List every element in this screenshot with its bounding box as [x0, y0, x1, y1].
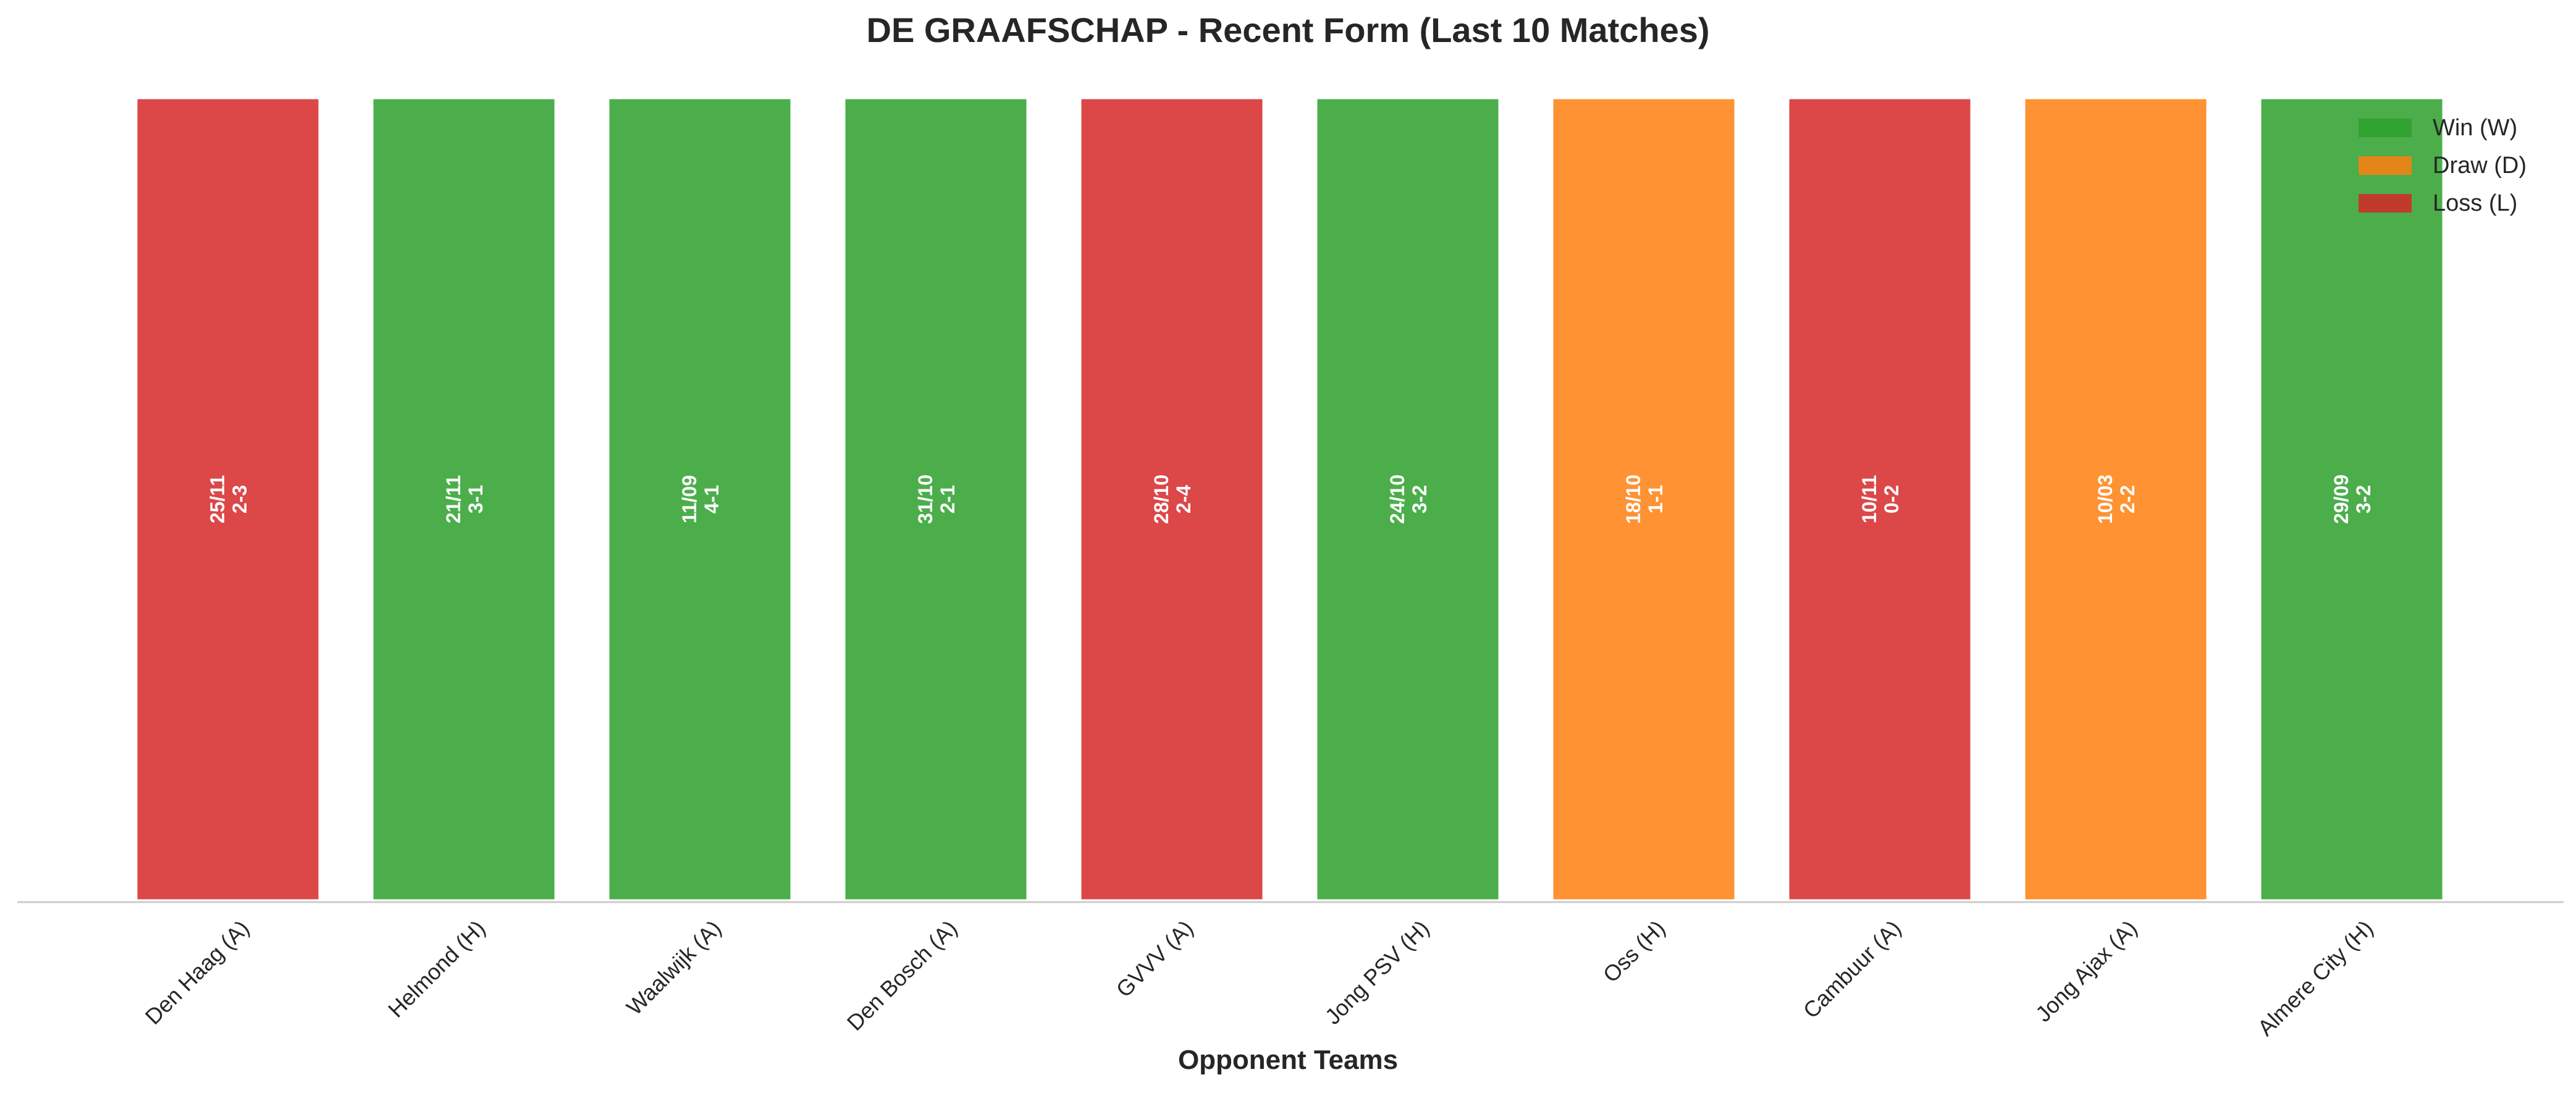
x-tick-label-9: Jong Ajax (A): [2031, 915, 2142, 1026]
bar-date: 10/11: [1858, 475, 1880, 523]
x-tick-label-2: Helmond (H): [383, 915, 490, 1022]
bar-score: 3-2: [2352, 485, 2375, 513]
x-tick-label-6: Jong PSV (H): [1320, 915, 1434, 1029]
bar-date: 29/09: [2330, 475, 2352, 524]
x-tick-label-3: Waalwijk (A): [621, 915, 726, 1019]
x-axis-label: Opponent Teams: [1178, 1045, 1398, 1075]
bar-date: 21/11: [442, 475, 465, 523]
x-tick-label-10: Almere City (H): [2252, 915, 2378, 1040]
x-tick-label-1: Den Haag (A): [140, 915, 255, 1029]
bar-label-2: 21/113-1: [442, 475, 487, 523]
bar-label-4: 31/102-1: [914, 475, 959, 524]
bar-date: 28/10: [1150, 475, 1172, 524]
bar-score: 2-1: [937, 485, 959, 513]
bar-label-1: 25/112-3: [206, 475, 251, 523]
bar-6: [1314, 96, 1502, 903]
x-tick-label-4: Den Bosch (A): [842, 915, 962, 1036]
bar-score: 3-2: [1408, 485, 1431, 513]
bars-group: [134, 96, 2446, 903]
legend: Win (W) Draw (D) Loss (L): [2359, 115, 2527, 216]
bar-10: [2258, 96, 2446, 903]
bar-label-5: 28/102-4: [1150, 475, 1195, 524]
bar-4: [842, 96, 1030, 903]
legend-label-w: Win (W): [2433, 115, 2517, 141]
bar-date: 25/11: [206, 475, 229, 523]
bar-labels-group: 25/112-3 21/113-1 11/094-1 31/102-1 28/102-4…: [206, 475, 2375, 524]
legend-swatch-l: [2359, 194, 2412, 213]
bar-5: [1078, 96, 1266, 903]
bar-9: [2022, 96, 2210, 903]
bar-score: 2-2: [2116, 485, 2139, 513]
x-tick-label-8: Cambuur (A): [1798, 915, 1906, 1023]
bar-date: 11/09: [678, 475, 701, 523]
bar-label-10: 29/093-2: [2330, 475, 2375, 524]
bar-date: 18/10: [1622, 475, 1644, 524]
chart-title: DE GRAAFSCHAP - Recent Form (Last 10 Mat…: [867, 11, 1710, 49]
bar-label-3: 11/094-1: [678, 475, 723, 523]
bar-8: [1786, 96, 1974, 903]
bar-7: [1550, 96, 1738, 903]
bar-date: 10/03: [2094, 475, 2116, 524]
bar-label-8: 10/110-2: [1858, 475, 1903, 523]
bar-1: [134, 96, 322, 903]
bar-label-6: 24/103-2: [1386, 475, 1431, 524]
bar-date: 31/10: [914, 475, 937, 524]
bar-label-9: 10/032-2: [2094, 475, 2139, 524]
x-tick-label-5: GVVV (A): [1111, 915, 1198, 1002]
bar-label-7: 18/101-1: [1622, 475, 1667, 524]
bar-score: 1-1: [1644, 485, 1667, 513]
legend-swatch-w: [2359, 119, 2412, 137]
bar-score: 2-3: [229, 485, 251, 513]
bar-2: [370, 96, 558, 903]
x-tick-label-7: Oss (H): [1598, 915, 1670, 987]
bar-score: 2-4: [1172, 485, 1195, 513]
bar-score: 3-1: [465, 485, 487, 513]
legend-label-l: Loss (L): [2433, 190, 2517, 216]
legend-swatch-d: [2359, 156, 2412, 175]
legend-label-d: Draw (D): [2433, 153, 2527, 179]
x-tick-labels: Den Haag (A) Helmond (H) Waalwijk (A) Den B…: [140, 915, 2378, 1040]
bar-score: 0-2: [1880, 485, 1903, 513]
bar-3: [606, 96, 794, 903]
bar-score: 4-1: [701, 485, 723, 513]
bar-date: 24/10: [1386, 475, 1408, 524]
